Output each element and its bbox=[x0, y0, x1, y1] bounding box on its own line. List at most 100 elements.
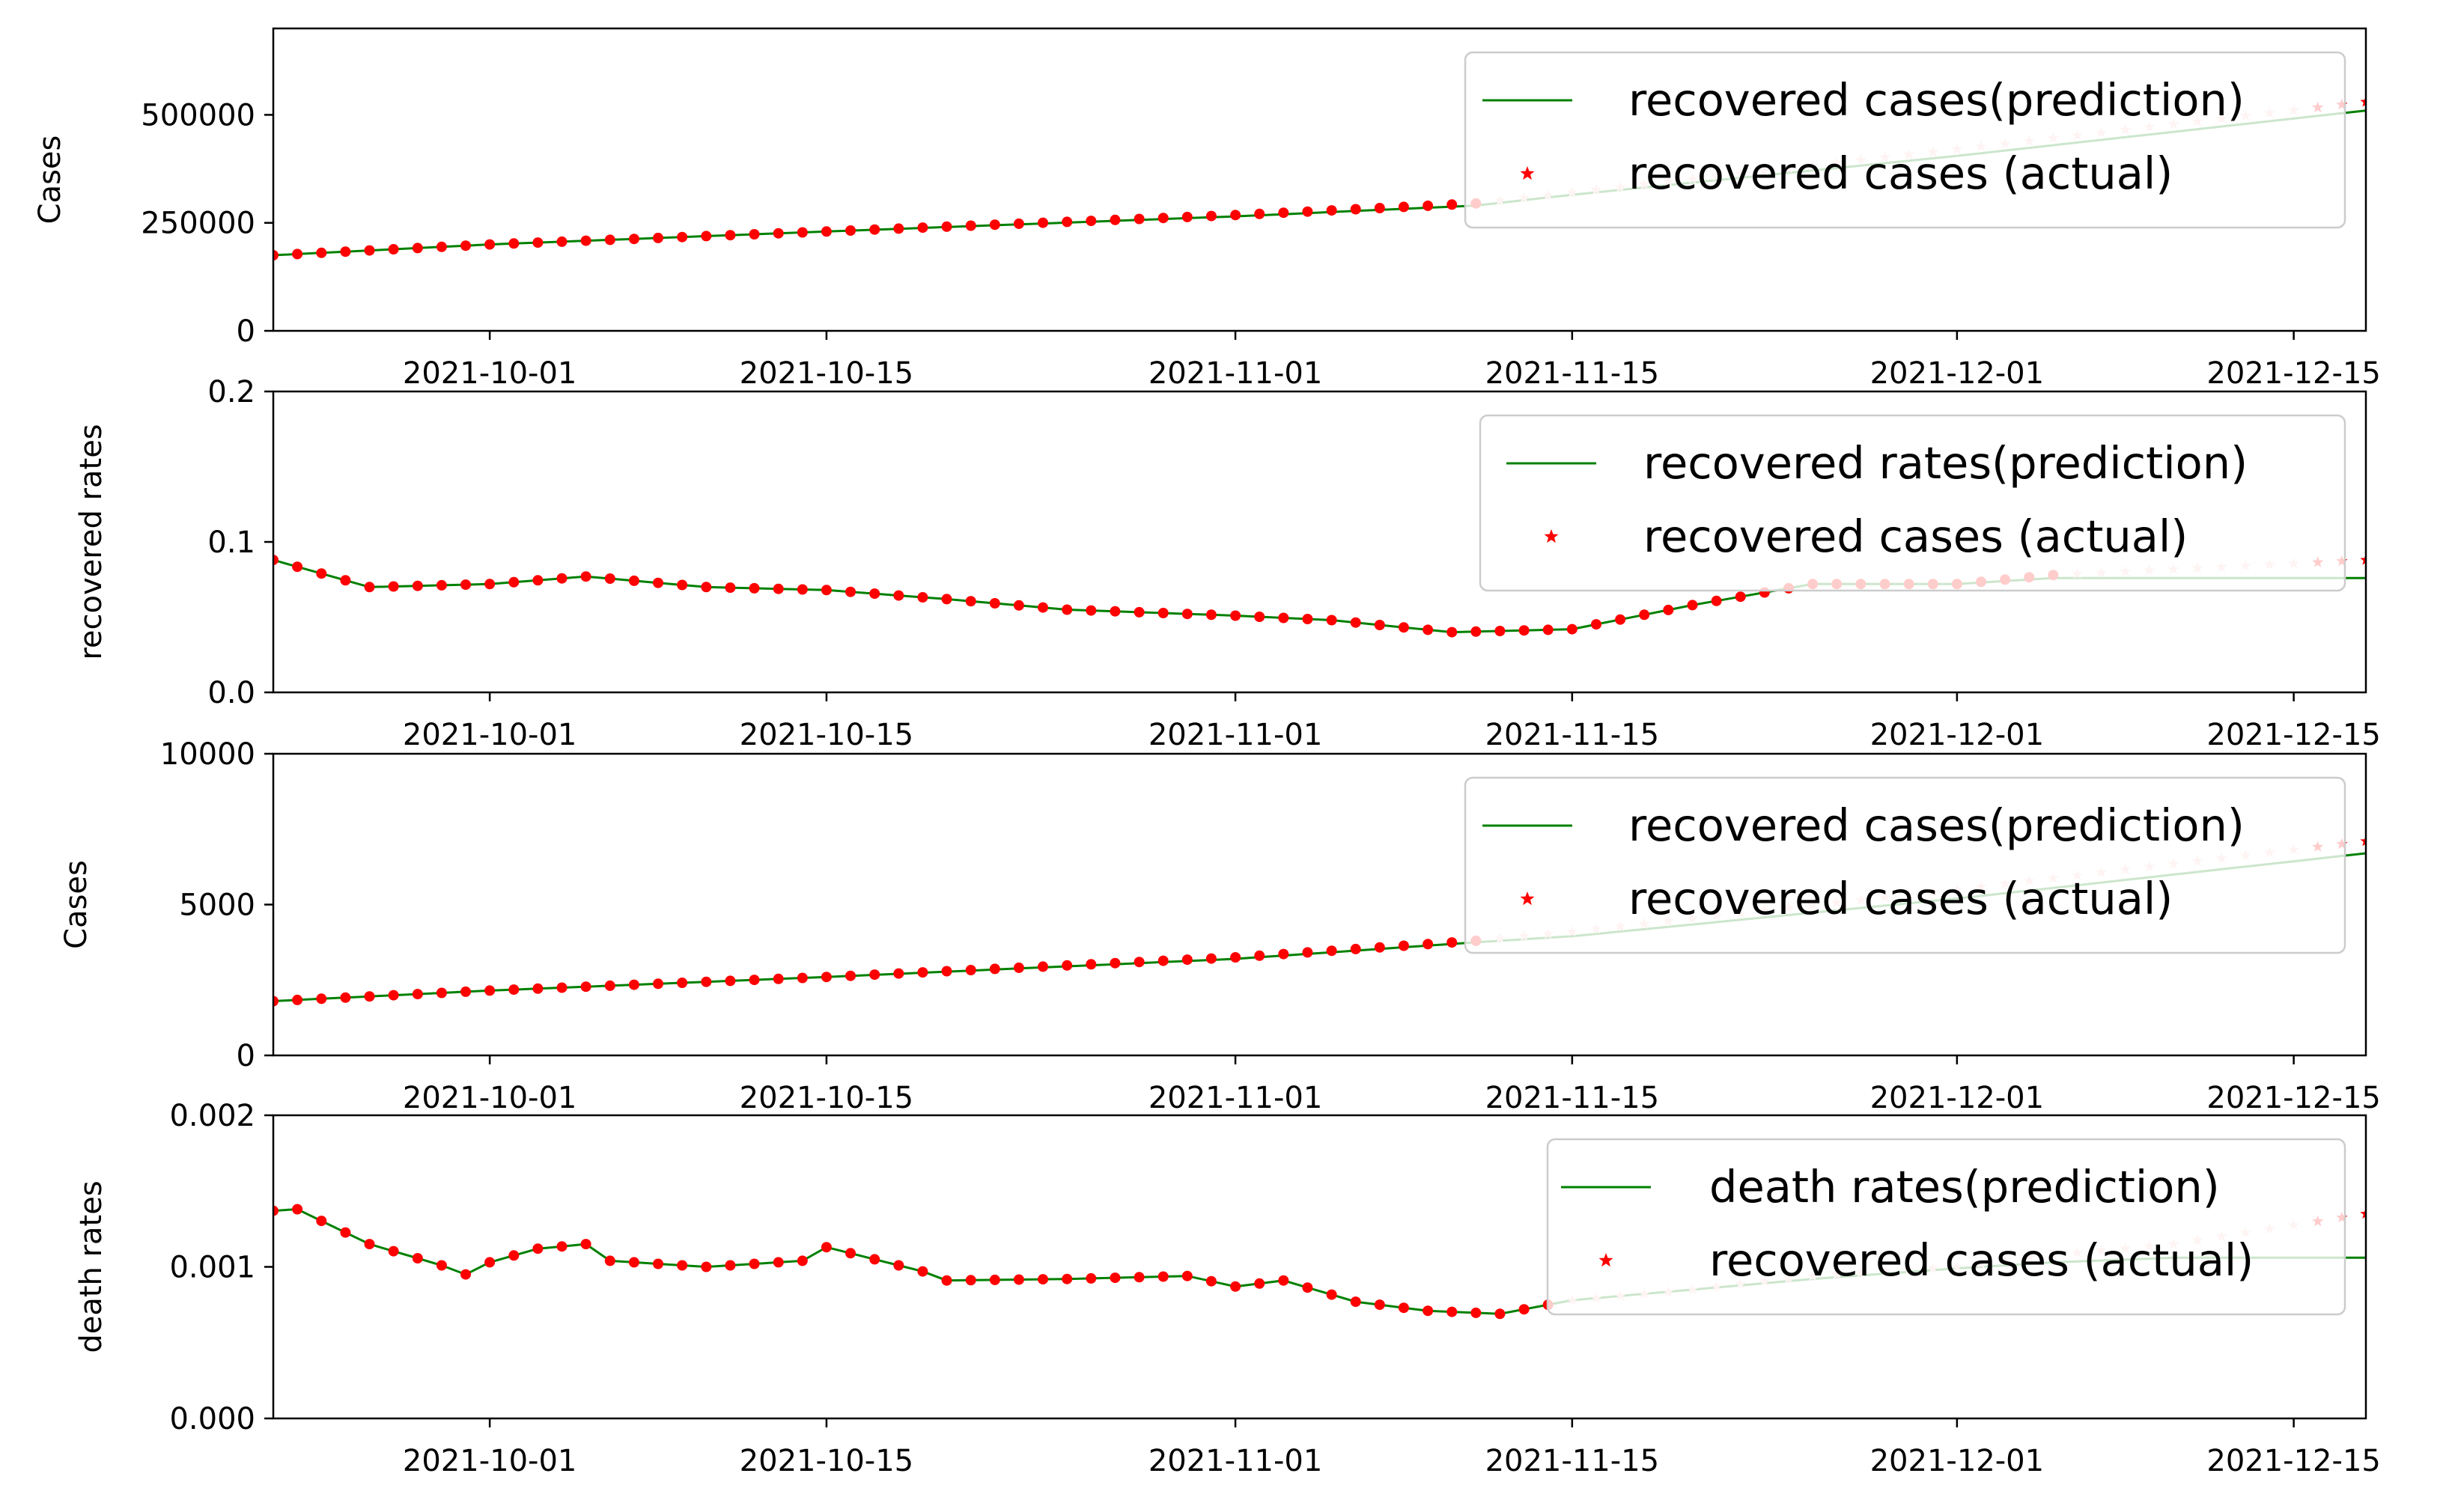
series-point-actual bbox=[1062, 1273, 1073, 1284]
series-point-actual bbox=[1181, 1270, 1193, 1281]
series-point-actual bbox=[773, 973, 784, 984]
series-point-actual bbox=[628, 575, 639, 586]
x-tick-label: 2021-11-01 bbox=[1149, 1081, 1322, 1115]
series-point-actual bbox=[1013, 962, 1024, 973]
x-tick-label: 2021-12-15 bbox=[2206, 356, 2380, 391]
series-point-actual bbox=[1134, 1272, 1145, 1283]
series-point-actual bbox=[677, 978, 688, 988]
legend: death rates(prediction) recovered cases (… bbox=[1546, 1138, 2346, 1316]
series-point-actual bbox=[1398, 201, 1409, 213]
x-tick-label: 2021-11-15 bbox=[1485, 718, 1659, 752]
series-point-actual bbox=[460, 240, 471, 252]
legend-box bbox=[1479, 414, 2346, 592]
series-point-actual bbox=[1326, 945, 1337, 957]
series-point-actual bbox=[989, 963, 1000, 975]
y-axis-label: recovered rates bbox=[74, 424, 109, 659]
series-point-actual bbox=[1254, 208, 1265, 219]
series-point-actual bbox=[273, 1205, 279, 1216]
series-point-actual bbox=[1205, 953, 1217, 964]
series-point-actual bbox=[1398, 622, 1409, 633]
series-point-actual bbox=[941, 1275, 952, 1286]
x-tick-label: 2021-12-15 bbox=[2206, 1444, 2380, 1478]
series-point-actual bbox=[2360, 835, 2366, 847]
series-point-actual bbox=[1157, 213, 1169, 224]
legend-label-actual: recovered cases (actual) bbox=[1709, 1234, 2254, 1286]
series-point-actual bbox=[1615, 614, 1626, 625]
series-point-actual bbox=[1254, 612, 1265, 622]
series-point-actual bbox=[1446, 937, 1458, 948]
series-point-actual bbox=[1423, 939, 1434, 950]
series-point-actual bbox=[484, 985, 496, 996]
series-point-actual bbox=[1254, 950, 1265, 961]
series-point-actual bbox=[1470, 1307, 1482, 1318]
series-point-actual bbox=[1350, 617, 1361, 628]
series-point-actual bbox=[1423, 1305, 1434, 1317]
legend-box bbox=[1464, 776, 2346, 954]
series-point-actual bbox=[1350, 943, 1361, 954]
x-tick-label: 2021-12-15 bbox=[2206, 718, 2380, 752]
series-point-actual bbox=[412, 580, 423, 591]
series-point-actual bbox=[725, 582, 736, 594]
series-point-actual bbox=[1013, 218, 1024, 229]
series-point-actual bbox=[1181, 211, 1193, 222]
series-point-actual bbox=[965, 1275, 976, 1286]
series-point-actual bbox=[1398, 940, 1409, 951]
series-point-actual bbox=[941, 966, 952, 977]
series-point-actual bbox=[701, 1261, 712, 1272]
series-point-actual bbox=[436, 241, 447, 252]
series-point-actual bbox=[316, 993, 327, 1005]
legend-label-actual: recovered cases (actual) bbox=[1628, 873, 2173, 924]
legend-box bbox=[1546, 1138, 2346, 1316]
series-point-actual bbox=[1423, 624, 1434, 635]
series-point-actual bbox=[965, 220, 976, 231]
series-point-actual bbox=[1110, 1272, 1121, 1284]
legend-label-prediction: recovered rates(prediction) bbox=[1643, 437, 2248, 489]
series-point-actual bbox=[869, 588, 880, 600]
series-point-actual bbox=[989, 219, 1000, 231]
series-point-actual bbox=[917, 592, 928, 603]
series-point-actual bbox=[460, 579, 471, 591]
legend-box bbox=[1464, 51, 2346, 229]
series-point-actual bbox=[388, 990, 399, 1001]
series-point-actual bbox=[460, 986, 471, 997]
x-tick-label: 2021-11-01 bbox=[1149, 1444, 1322, 1478]
series-point-actual bbox=[989, 1274, 1000, 1285]
series-point-actual bbox=[556, 573, 568, 584]
series-point-actual bbox=[869, 224, 880, 235]
y-tick-label: 0.0 bbox=[207, 676, 255, 710]
series-point-actual bbox=[1687, 600, 1698, 611]
series-point-actual bbox=[364, 991, 375, 1002]
series-point-actual bbox=[749, 1258, 760, 1269]
series-point-actual bbox=[797, 972, 808, 984]
series-point-actual bbox=[701, 976, 712, 987]
series-point-actual bbox=[869, 1254, 880, 1265]
series-point-actual bbox=[532, 983, 544, 994]
series-point-actual bbox=[1134, 213, 1145, 225]
series-point-actual bbox=[653, 232, 663, 243]
series-point-actual bbox=[364, 582, 375, 593]
x-tick-label: 2021-12-01 bbox=[1870, 1081, 2044, 1115]
legend: recovered cases(prediction) recovered cas… bbox=[1464, 776, 2346, 954]
series-point-actual bbox=[821, 1242, 832, 1253]
series-point-actual bbox=[653, 1258, 663, 1269]
series-point-actual bbox=[412, 243, 423, 254]
series-point-actual bbox=[628, 234, 639, 245]
series-point-actual bbox=[1205, 1275, 1217, 1287]
series-point-actual bbox=[556, 1241, 568, 1252]
series-point-actual bbox=[580, 235, 591, 246]
series-point-actual bbox=[1591, 619, 1601, 630]
series-point-actual bbox=[604, 234, 615, 246]
series-point-actual bbox=[604, 1255, 615, 1266]
series-point-actual bbox=[677, 1260, 688, 1271]
legend-star-icon bbox=[1598, 1253, 1613, 1267]
series-point-actual bbox=[1302, 947, 1313, 958]
series-point-actual bbox=[1518, 625, 1530, 636]
series-point-actual bbox=[1566, 624, 1578, 635]
series-point-actual bbox=[412, 989, 423, 1000]
series-point-actual bbox=[725, 975, 736, 987]
series-point-actual bbox=[628, 979, 639, 990]
x-tick-label: 2021-10-01 bbox=[403, 718, 576, 752]
subplot-2: 2021-10-01 2021-10-15 2021-11-01 2021-11-15… bbox=[74, 375, 2381, 752]
x-tick-label: 2021-10-15 bbox=[740, 718, 913, 752]
x-tick-label: 2021-12-01 bbox=[1870, 1444, 2044, 1478]
